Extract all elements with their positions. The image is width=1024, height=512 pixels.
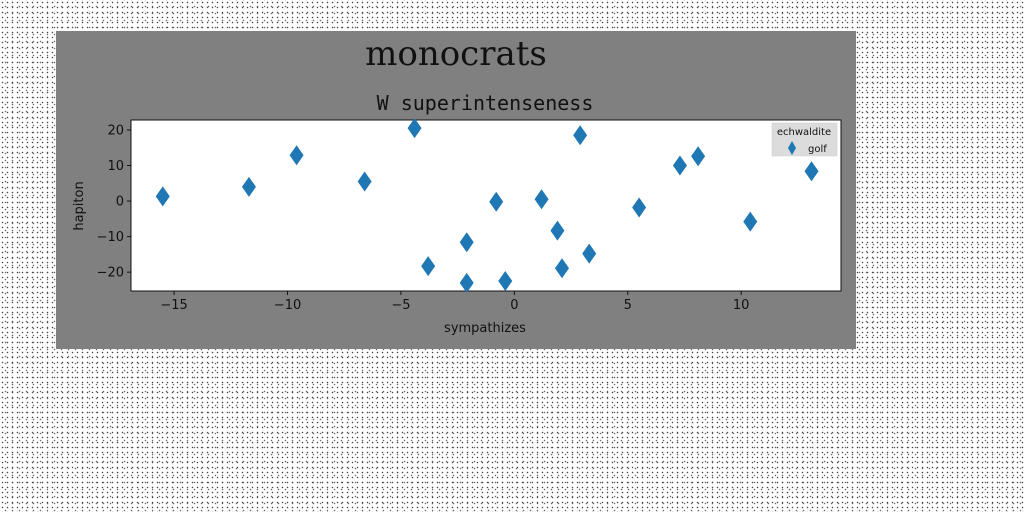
scatter-point: [691, 146, 706, 167]
x-axis: −15 −10 −5 0 5 10: [160, 291, 749, 313]
scatter-point: [582, 243, 597, 264]
legend-marker-diamond: [788, 141, 796, 155]
legend-box: [771, 122, 838, 157]
scatter-point: [155, 186, 170, 207]
scatter-series: [155, 118, 819, 293]
scatter-point: [534, 189, 549, 210]
scatter-point: [357, 171, 372, 192]
scatter-point: [241, 176, 256, 197]
scatter-point: [489, 191, 504, 212]
scatter-point: [632, 197, 647, 218]
scatter-point: [459, 272, 474, 293]
scatter-point: [672, 155, 687, 176]
x-tick-label: −10: [274, 298, 301, 313]
scatter-point: [459, 232, 474, 253]
y-tick-label: −20: [97, 266, 124, 281]
plot-area: [130, 119, 842, 292]
x-tick-label: 10: [733, 298, 750, 313]
x-tick-label: −15: [160, 298, 187, 313]
scatter-point: [550, 220, 565, 241]
x-tick-label: −5: [391, 298, 410, 313]
legend: echwaldite golf: [771, 122, 838, 157]
chart-suptitle: monocrats: [365, 34, 547, 74]
scatter-point: [289, 145, 304, 166]
x-tick-label: 0: [510, 298, 518, 313]
y-tick-label: 10: [107, 159, 124, 174]
legend-label-golf: golf: [808, 144, 827, 155]
scatter-point: [421, 256, 436, 277]
legend-title: echwaldite: [777, 127, 831, 138]
chart-svg: monocrats W superintenseness −15 −10 −5 0 5 1…: [72, 34, 842, 336]
x-axis-label: sympathizes: [444, 321, 526, 336]
scatter-point: [498, 271, 513, 292]
y-tick-label: 0: [116, 195, 124, 210]
x-tick-label: 5: [624, 298, 632, 313]
y-axis: −20 −10 0 10 20: [97, 123, 131, 281]
y-axis-label: hapiton: [72, 181, 87, 230]
chart-title: W superintenseness: [377, 91, 594, 115]
scatter-point: [804, 161, 819, 182]
scatter-point: [554, 258, 569, 279]
y-tick-label: 20: [107, 123, 124, 138]
scatter-point: [743, 211, 758, 232]
y-tick-label: −10: [97, 230, 124, 245]
chart-figure: monocrats W superintenseness −15 −10 −5 0 5 1…: [56, 31, 856, 349]
scatter-point: [407, 118, 422, 139]
